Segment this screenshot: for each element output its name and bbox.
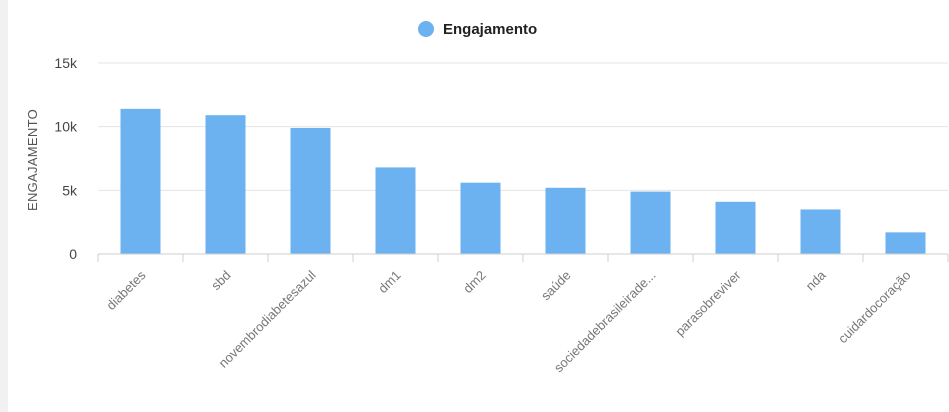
x-tick-label: diabetes (103, 267, 149, 313)
bar-2[interactable] (290, 127, 331, 254)
bar-1[interactable] (205, 115, 246, 254)
legend[interactable]: Engajamento (418, 21, 537, 38)
bar-4[interactable] (460, 182, 501, 254)
bar-6[interactable] (630, 191, 671, 254)
bar-8[interactable] (800, 209, 841, 254)
bar-0[interactable] (120, 108, 161, 254)
x-tick-label: nda (803, 267, 829, 293)
x-tick-label: parasobreviver (672, 267, 744, 339)
bar-5[interactable] (545, 187, 586, 254)
x-tick-label: dm1 (375, 268, 403, 296)
bar-9[interactable] (885, 232, 926, 254)
x-tick-label: novembrodiabetesazul (216, 267, 319, 370)
x-tick-label: dm2 (460, 268, 488, 296)
legend-label: Engajamento (443, 21, 537, 38)
y-axis-ticks: 0 5k 10k 15k (54, 55, 78, 262)
y-tick-label: 0 (69, 246, 77, 262)
bars (120, 108, 926, 254)
bar-3[interactable] (375, 167, 416, 254)
x-tick-label: cuidardocoração (835, 268, 914, 347)
y-tick-label: 5k (62, 182, 78, 198)
y-tick-label: 10k (54, 119, 78, 135)
y-tick-label: 15k (54, 55, 78, 71)
y-axis-label: ENGAJAMENTO (25, 109, 40, 211)
x-tick-label: sbd (208, 268, 233, 293)
x-tick-label: saúde (538, 268, 574, 304)
legend-marker (418, 21, 434, 37)
bar-7[interactable] (715, 201, 756, 254)
